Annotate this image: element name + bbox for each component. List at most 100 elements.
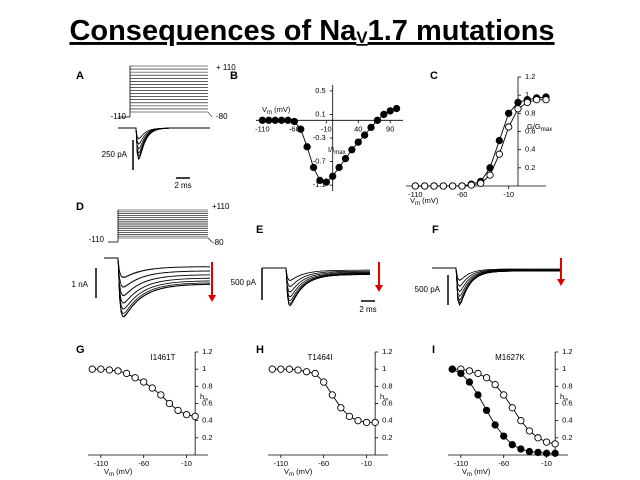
protocol-label: -80: [212, 238, 224, 247]
data-point: [458, 182, 466, 190]
scale-label: 2 ms: [359, 305, 376, 314]
current-trace: [118, 127, 210, 154]
text-part: m: [109, 472, 114, 478]
x-tick-label: -10: [503, 190, 514, 199]
current-trace: [262, 267, 370, 302]
slide-title: Consequences of NaV1.7 mutations: [69, 15, 554, 48]
data-point: [439, 182, 447, 190]
current-trace: [118, 127, 210, 154]
panel-letter: C: [430, 70, 438, 82]
data-point: [495, 136, 503, 145]
data-point: [380, 110, 388, 119]
current-trace: [432, 267, 560, 301]
y-tick-label: 1: [562, 364, 566, 373]
data-point: [525, 447, 534, 456]
data-point: [348, 146, 356, 154]
current-trace: [104, 257, 210, 318]
current-trace: [118, 127, 210, 161]
y-tick-label: 0.4: [202, 416, 212, 425]
data-point: [465, 378, 474, 386]
current-trace: [118, 127, 210, 145]
text-part: h: [560, 392, 564, 401]
y-tick-label: 0.8: [525, 108, 535, 117]
data-point: [542, 96, 550, 104]
current-trace: [118, 127, 210, 150]
text-part: ∞: [204, 397, 208, 403]
panel-letter: B: [230, 70, 238, 82]
current-trace: [432, 267, 560, 281]
data-point: [457, 369, 465, 378]
data-point: [362, 418, 371, 427]
x-tick-label: -60: [289, 124, 300, 133]
text-part: (mV): [114, 467, 133, 476]
data-point: [500, 432, 508, 440]
current-trace: [118, 127, 210, 160]
y-tick-label: 0.4: [382, 416, 392, 425]
y-tick-label: 0.4: [525, 145, 535, 154]
data-point: [517, 417, 525, 425]
current-trace: [432, 267, 560, 304]
x-tick-label: -10: [321, 124, 332, 133]
text-part: ∞: [384, 397, 388, 403]
data-point: [354, 417, 362, 425]
protocol-label: +110: [212, 202, 230, 211]
current-trace: [118, 127, 210, 159]
current-trace: [432, 267, 560, 293]
x-tick-label: -110: [274, 459, 288, 468]
protocol-label: -110: [111, 112, 127, 121]
current-trace: [104, 257, 210, 278]
y-tick-label: 1: [525, 90, 529, 99]
text-part: V: [262, 105, 267, 114]
current-trace: [262, 267, 370, 298]
data-point: [174, 406, 182, 415]
text-part: I/I: [328, 145, 334, 154]
text-part: max: [541, 127, 552, 133]
data-point: [140, 378, 148, 386]
data-point: [467, 181, 475, 189]
y-axis-label: I/Imax: [328, 145, 346, 156]
current-trace: [432, 267, 560, 298]
current-trace: [262, 267, 370, 306]
data-point: [508, 441, 516, 449]
data-point: [88, 365, 96, 373]
y-tick-label: 1.2: [202, 347, 212, 356]
text-part: G/G: [527, 122, 541, 131]
y-tick-label: 0.2: [382, 433, 392, 442]
panel-letter: H: [256, 344, 264, 356]
data-point: [448, 365, 456, 373]
data-point: [97, 365, 105, 373]
scale-label: 500 pA: [231, 278, 257, 287]
current-trace: [104, 257, 210, 287]
y-tick-label: 0.8: [202, 381, 212, 390]
red-arrow-head: [375, 285, 383, 292]
mutation-caption: T1464I: [308, 353, 333, 362]
text-part: (mV): [420, 196, 439, 205]
y-tick-label: 0.2: [202, 433, 212, 442]
data-point: [277, 365, 285, 373]
protocol-label: + 110: [216, 63, 236, 72]
current-trace: [104, 257, 210, 288]
x-tick-label: 90: [386, 124, 394, 133]
data-point: [284, 116, 292, 124]
data-point: [114, 367, 122, 375]
text-part: h: [200, 392, 204, 401]
data-point: [337, 404, 345, 412]
current-trace: [432, 267, 560, 304]
x-axis-label: Vm (mV): [262, 105, 291, 116]
x-tick-label: -10: [181, 459, 192, 468]
data-point: [517, 445, 525, 453]
data-point: [411, 182, 419, 190]
data-point: [271, 116, 279, 124]
current-trace: [118, 127, 210, 157]
text-part: (mV): [272, 105, 291, 114]
current-trace: [118, 127, 210, 150]
y-axis-label: h∞: [200, 392, 208, 403]
protocol-label: -110: [89, 235, 105, 244]
data-point: [105, 366, 114, 374]
data-point: [505, 123, 513, 131]
data-point: [421, 182, 429, 190]
data-point: [258, 116, 267, 124]
current-trace: [432, 267, 560, 306]
data-point: [491, 421, 499, 429]
data-point: [303, 143, 311, 151]
